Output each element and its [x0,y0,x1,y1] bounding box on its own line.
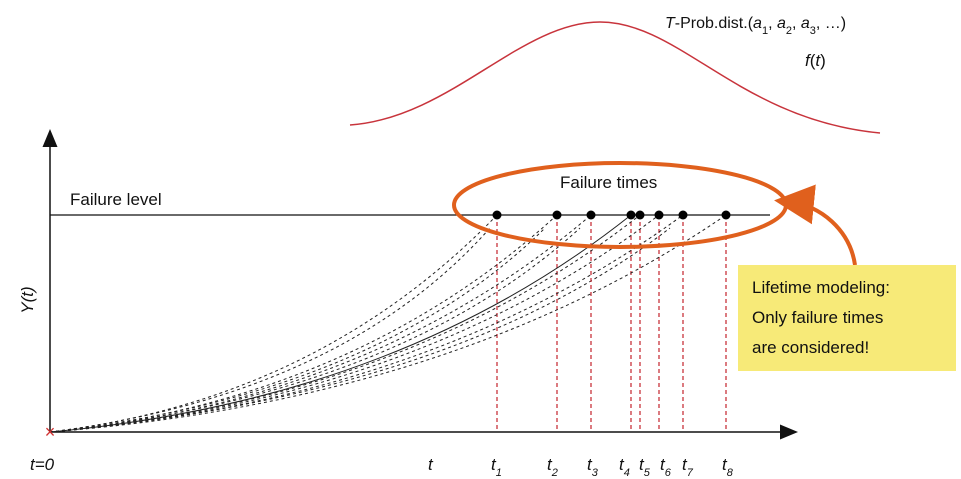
degradation-path [49,214,632,433]
callout-line: are considered! [752,338,869,357]
degradation-path [49,214,660,433]
density-curve [349,21,881,134]
time-label: t5 [639,455,651,479]
time-label-base: t [587,455,593,474]
time-label-base: t [722,455,728,474]
origin-label: t=0 [30,455,55,474]
time-label-base: t [491,455,497,474]
degradation-path [49,214,592,433]
degradation-path [49,227,546,433]
time-label: t8 [722,455,734,479]
failure-point [626,210,636,220]
time-label: t3 [587,455,599,479]
callout-line: Lifetime modeling: [752,278,890,297]
failure-point [552,210,562,220]
time-label-sub: 2 [551,467,558,479]
time-label: t1 [491,455,502,479]
failure-point [678,210,688,220]
distribution-label: T-Prob.dist.(a1, a2, a3, …) [665,15,846,37]
failure-times-label: Failure times [560,173,657,192]
failure-level-label: Failure level [70,190,162,209]
degradation-paths [49,214,727,433]
degradation-path [49,214,641,433]
time-label-base: t [639,455,645,474]
time-label: t4 [619,455,630,479]
degradation-path [49,214,558,433]
time-label-sub: 6 [665,467,672,479]
degradation-path [49,214,498,433]
time-label-base: t [547,455,553,474]
failure-point [635,210,645,220]
time-label-sub: 3 [592,467,599,479]
time-label: t6 [660,455,672,479]
time-label: t7 [682,455,694,479]
callout-box [738,265,956,371]
time-label-base: t [682,455,688,474]
degradation-path [49,227,671,433]
failure-point [654,210,664,220]
y-axis-label: Y(t) [18,286,37,313]
time-label-sub: 5 [644,467,651,479]
function-label: f(t) [805,51,826,70]
time-label: t2 [547,455,558,479]
degradation-path [49,227,581,433]
callout-arrow [774,184,857,266]
time-label-base: t [660,455,666,474]
time-label-sub: 4 [624,467,630,479]
t-label: t [428,455,434,474]
time-label-sub: 8 [727,467,734,479]
callout-line: Only failure times [752,308,883,327]
time-label-sub: 7 [687,467,694,479]
failure-point [586,210,596,220]
degradation-path [49,214,684,433]
failure-point [492,210,502,220]
time-label-sub: 1 [496,467,502,479]
failure-point [721,210,731,220]
degradation-path [49,214,727,433]
origin-mark: × [45,422,56,442]
time-label-base: t [619,455,625,474]
